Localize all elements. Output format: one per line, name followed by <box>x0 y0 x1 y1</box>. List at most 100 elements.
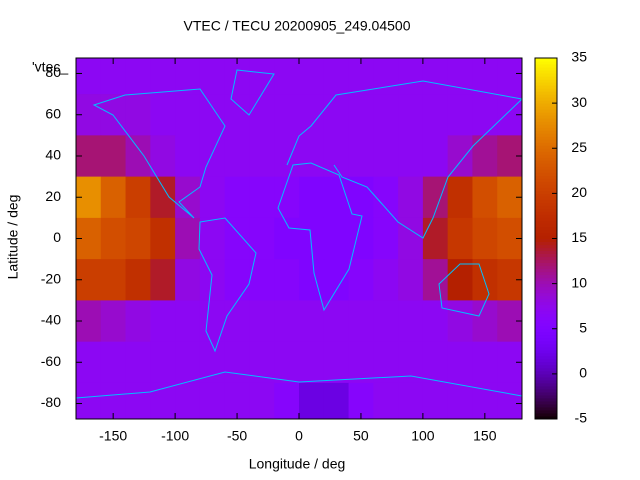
colorbar-step <box>535 385 557 390</box>
colorbar-step <box>535 187 557 191</box>
cell <box>125 176 151 219</box>
cell <box>373 259 399 301</box>
colorbar-step <box>535 121 557 125</box>
colorbar-step <box>535 244 557 249</box>
colorbar-step <box>535 289 557 294</box>
cell <box>447 259 473 301</box>
cell <box>447 176 473 219</box>
colorbar-step <box>535 310 557 315</box>
cell <box>100 300 127 343</box>
cell <box>422 341 449 384</box>
colorbar-step <box>535 190 557 194</box>
colorbar-step <box>535 106 557 110</box>
colorbar-step <box>535 112 557 116</box>
colorbar-step <box>535 394 557 399</box>
colorbar-step <box>535 73 557 77</box>
colorbar-step <box>535 331 557 336</box>
colorbar-step <box>535 349 557 354</box>
colorbar-tick-label: 15 <box>571 229 587 245</box>
cell <box>447 300 473 343</box>
colorbar-step <box>535 61 557 65</box>
cell <box>249 176 275 219</box>
cell <box>249 259 275 301</box>
cell <box>472 341 498 384</box>
colorbar-step <box>535 268 557 273</box>
cell <box>373 135 399 178</box>
cell <box>199 382 226 419</box>
cell <box>299 382 325 419</box>
cell <box>150 94 176 136</box>
cell <box>299 176 325 219</box>
cell <box>100 382 127 419</box>
cell <box>447 341 473 384</box>
colorbar-step <box>535 100 557 104</box>
cell <box>175 94 201 136</box>
colorbar-step <box>535 373 557 378</box>
cell <box>100 259 127 301</box>
colorbar-step <box>535 223 557 227</box>
x-tick-label: -50 <box>227 428 247 444</box>
cell <box>422 135 449 178</box>
colorbar-step <box>535 214 557 218</box>
colorbar-step <box>535 379 557 384</box>
colorbar-step <box>535 79 557 83</box>
x-tick-label: 50 <box>353 428 369 444</box>
colorbar-step <box>535 340 557 345</box>
colorbar-step <box>535 136 557 140</box>
y-axis-label: Latitude / deg <box>5 195 21 280</box>
colorbar-step <box>535 85 557 89</box>
cell <box>249 217 275 260</box>
colorbar-step <box>535 220 557 224</box>
cell <box>199 58 226 95</box>
colorbar-step <box>535 334 557 339</box>
cell <box>125 341 151 384</box>
cell <box>323 176 350 219</box>
cell <box>125 300 151 343</box>
cell <box>249 94 275 136</box>
cell <box>348 176 374 219</box>
cell <box>274 135 300 178</box>
cell <box>249 300 275 343</box>
colorbar-step <box>535 292 557 297</box>
colorbar-step <box>535 166 557 170</box>
cell <box>249 58 275 95</box>
cell <box>398 94 424 136</box>
colorbar-tick-label: 5 <box>579 319 587 335</box>
cell <box>348 94 374 136</box>
cell <box>472 58 498 95</box>
colorbar-step <box>535 274 557 279</box>
cell <box>472 94 498 136</box>
colorbar-step <box>535 178 557 182</box>
cell <box>224 94 250 136</box>
colorbar-step <box>535 169 557 173</box>
cell <box>348 300 374 343</box>
colorbar-step <box>535 226 557 230</box>
coastlines <box>76 69 522 399</box>
cell <box>398 176 424 219</box>
coastline <box>76 371 522 399</box>
colorbar-step <box>535 298 557 303</box>
colorbar-step <box>535 103 557 107</box>
colorbar-tick-label: 0 <box>579 365 587 381</box>
coastline <box>277 162 363 312</box>
coastline <box>92 88 226 219</box>
colorbar-step <box>535 283 557 288</box>
colorbar-step <box>535 208 557 212</box>
cell <box>150 58 176 95</box>
y-tick-label: -60 <box>41 353 61 369</box>
cell <box>398 259 424 301</box>
colorbar-step <box>535 406 557 411</box>
colorbar-step <box>535 97 557 101</box>
x-axis-label: Longitude / deg <box>249 456 346 472</box>
x-tick-label: 150 <box>473 428 497 444</box>
y-tick-label: -40 <box>41 312 61 328</box>
colorbar-step <box>535 271 557 276</box>
cell <box>422 58 449 95</box>
colorbar-step <box>535 304 557 309</box>
cell <box>224 176 250 219</box>
cell <box>125 259 151 301</box>
cell <box>299 58 325 95</box>
cell <box>175 259 201 301</box>
y-tick-label: 40 <box>45 147 61 163</box>
colorbar-step <box>535 127 557 131</box>
